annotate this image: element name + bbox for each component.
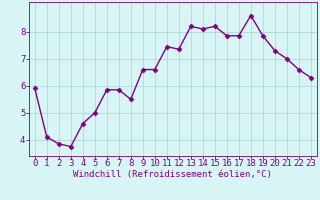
X-axis label: Windchill (Refroidissement éolien,°C): Windchill (Refroidissement éolien,°C)	[73, 170, 272, 179]
